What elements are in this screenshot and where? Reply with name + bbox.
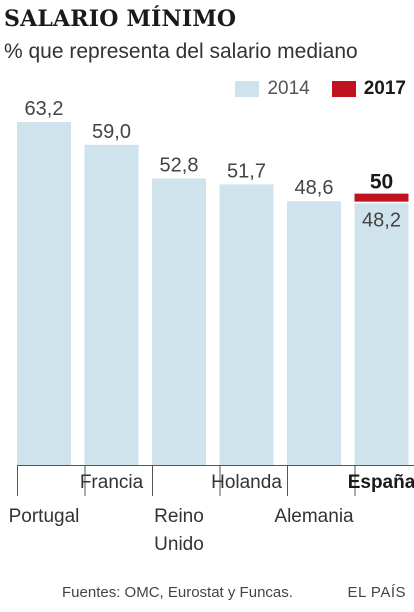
legend: 2014 2017 xyxy=(235,78,406,100)
category-label-holanda: Holanda xyxy=(211,472,282,493)
value-label-2017-espana: 50 xyxy=(370,171,393,194)
bar-2017-espana xyxy=(354,193,409,202)
category-label-espana: España xyxy=(348,472,414,493)
bar-2014-portugal xyxy=(17,122,71,465)
value-label-2014-espana: 48,2 xyxy=(362,210,401,232)
bar-2014-reino-unido xyxy=(152,178,206,465)
category-label-alemania: Alemania xyxy=(274,506,354,527)
chart-subtitle: % que representa del salario mediano xyxy=(4,40,358,63)
category-label-francia: Francia xyxy=(80,472,144,493)
category-label-reino-unido: Unido xyxy=(154,534,204,555)
bar-2014-holanda xyxy=(219,184,274,466)
category-label-reino-unido: Reino xyxy=(154,506,204,527)
value-label-2014-francia: 59,0 xyxy=(92,121,131,143)
legend-swatch-2017 xyxy=(331,81,356,97)
source-note: Fuentes: OMC, Eurostat y Funcas. xyxy=(62,584,293,601)
bar-2014-francia xyxy=(84,144,139,465)
value-label-2014-reino-unido: 52,8 xyxy=(160,154,199,176)
value-label-2014-holanda: 51,7 xyxy=(227,160,266,182)
category-label-portugal: Portugal xyxy=(9,506,80,527)
bar-2014-alemania xyxy=(287,201,341,465)
value-label-2014-alemania: 48,6 xyxy=(295,177,334,199)
legend-label-2014: 2014 xyxy=(267,78,310,99)
bar-2014-espana xyxy=(354,203,409,465)
value-label-2014-portugal: 63,2 xyxy=(25,98,64,120)
legend-swatch-2014 xyxy=(235,81,260,97)
chart-title: SALARIO MÍNIMO xyxy=(4,6,237,32)
brand-logo-text: EL PAÍS xyxy=(347,584,406,601)
legend-label-2017: 2017 xyxy=(363,78,406,99)
